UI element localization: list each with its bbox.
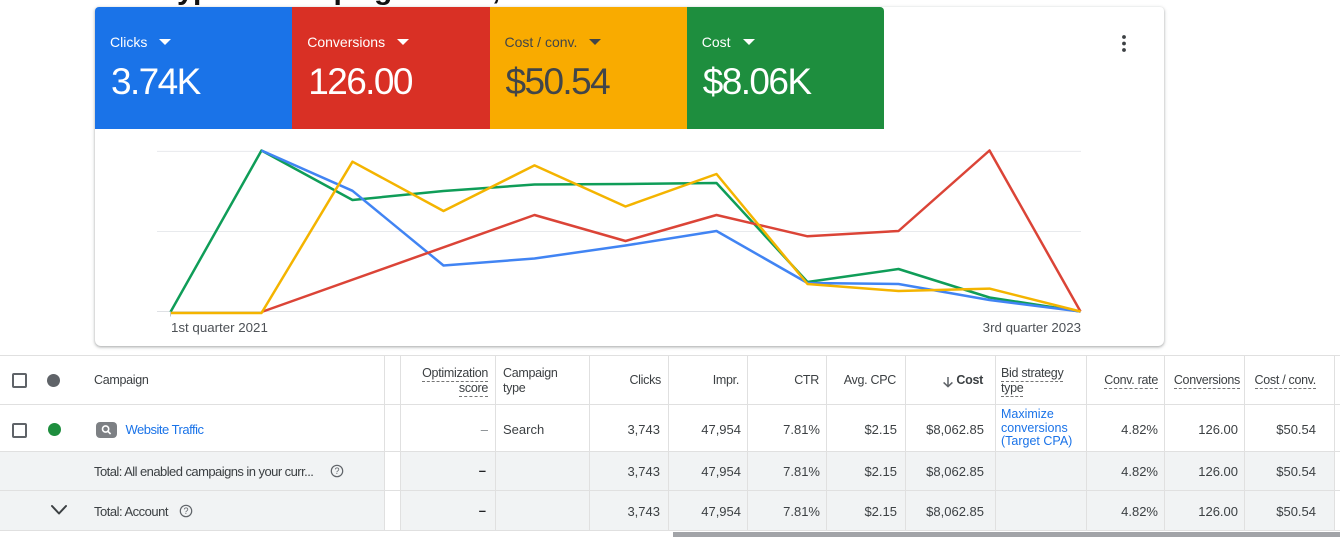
svg-text:3rd quarter 2023: 3rd quarter 2023 bbox=[983, 320, 1081, 335]
svg-text:?: ? bbox=[183, 506, 188, 516]
svg-text:?: ? bbox=[334, 466, 339, 476]
svg-text:1st quarter 2021: 1st quarter 2021 bbox=[171, 320, 268, 335]
